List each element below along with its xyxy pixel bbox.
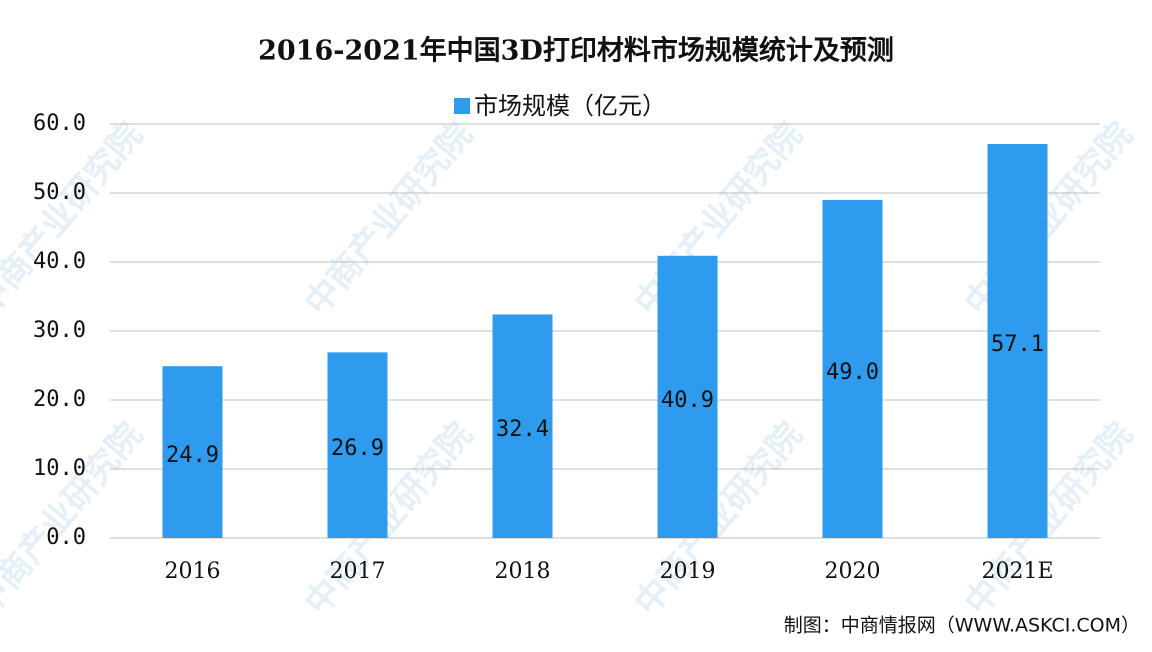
y-tick-label: 60.0 xyxy=(33,111,86,136)
bar xyxy=(987,144,1048,538)
bar xyxy=(657,255,718,539)
data-label: 40.9 xyxy=(661,388,714,413)
data-label: 57.1 xyxy=(991,332,1044,357)
data-label: 26.9 xyxy=(331,436,384,461)
y-tick-label: 20.0 xyxy=(33,387,86,412)
legend-label: 市场规模（亿元） xyxy=(474,92,666,120)
bar xyxy=(327,352,388,538)
x-tick-label: 2021E xyxy=(981,559,1053,584)
x-tick-label: 2018 xyxy=(495,559,551,584)
x-tick-label: 2016 xyxy=(165,559,221,584)
x-tick-label: 2020 xyxy=(825,559,881,584)
bar xyxy=(492,314,553,538)
bar xyxy=(162,366,223,538)
x-tick-label: 2017 xyxy=(330,559,386,584)
y-tick-label: 30.0 xyxy=(33,318,86,343)
bar xyxy=(822,199,883,538)
data-label: 24.9 xyxy=(166,443,219,468)
chart-title: 2016-2021年中国3D打印材料市场规模统计及预测 xyxy=(258,35,894,67)
y-tick-label: 50.0 xyxy=(33,180,86,205)
x-tick-label: 2019 xyxy=(660,559,716,584)
y-tick-label: 0.0 xyxy=(46,525,86,550)
y-tick-label: 40.0 xyxy=(33,249,86,274)
y-tick-label: 10.0 xyxy=(33,456,86,481)
source-note: 制图：中商情报网（WWW.ASKCI.COM） xyxy=(784,615,1140,637)
data-label: 49.0 xyxy=(826,360,879,385)
data-label: 32.4 xyxy=(496,417,549,442)
legend-swatch xyxy=(454,98,470,114)
